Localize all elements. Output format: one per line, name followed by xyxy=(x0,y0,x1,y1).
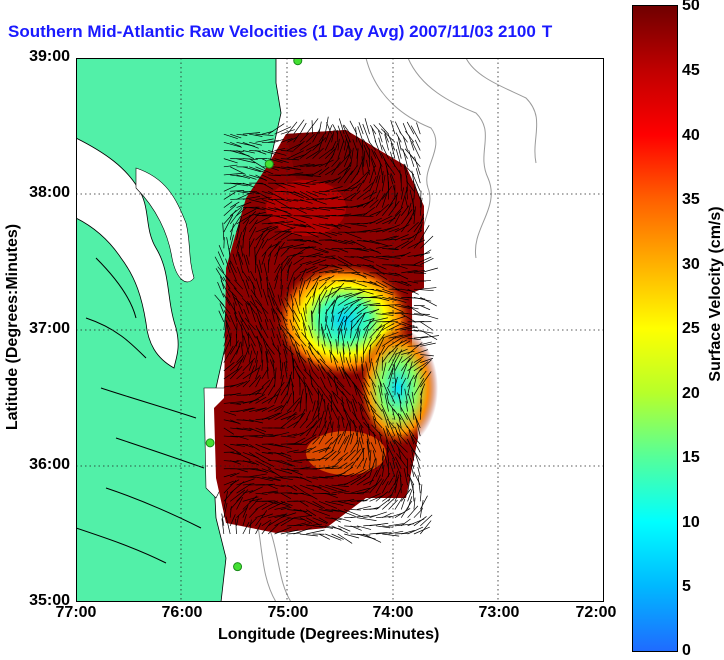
x-tick-label: 74:00 xyxy=(353,604,433,622)
colorbar-tick-label: 40 xyxy=(682,127,700,145)
colorbar xyxy=(632,5,678,652)
colorbar-tick-label: 10 xyxy=(682,514,700,532)
colorbar-tick-label: 15 xyxy=(682,449,700,467)
map-title: Southern Mid-Atlantic Raw Velocities (1 … xyxy=(8,22,558,42)
x-tick-label: 76:00 xyxy=(142,604,222,622)
x-tick-label: 73:00 xyxy=(459,604,539,622)
x-tick-label: 77:00 xyxy=(36,604,116,622)
colorbar-tick-label: 45 xyxy=(682,62,700,80)
colorbar-tick-label: 30 xyxy=(682,256,700,274)
hf-radar-station-marker xyxy=(294,58,302,65)
hf-radar-station-marker xyxy=(206,439,214,447)
velocity-map xyxy=(76,58,604,602)
map-title-suffix: T xyxy=(542,22,552,41)
colorbar-label: Surface Velocity (cm/s) xyxy=(707,189,724,399)
y-axis-label: Latitude (Degrees:Minutes) xyxy=(4,222,22,432)
x-axis-label: Longitude (Degrees:Minutes) xyxy=(218,626,439,644)
hf-radar-station-marker xyxy=(234,563,242,571)
colorbar-tick-label: 50 xyxy=(682,0,700,15)
colorbar-tick-label: 20 xyxy=(682,385,700,403)
y-tick-label: 38:00 xyxy=(2,184,70,202)
colorbar-tick-label: 0 xyxy=(682,642,691,660)
x-tick-label: 75:00 xyxy=(248,604,328,622)
colorbar-tick-label: 25 xyxy=(682,320,700,338)
hf-radar-station-marker xyxy=(265,160,273,168)
y-tick-label: 39:00 xyxy=(2,48,70,66)
colorbar-tick-label: 5 xyxy=(682,578,691,596)
y-tick-label: 36:00 xyxy=(2,456,70,474)
map-title-text: Southern Mid-Atlantic Raw Velocities (1 … xyxy=(8,22,536,41)
colorbar-tick-label: 35 xyxy=(682,191,700,209)
x-tick-label: 72:00 xyxy=(556,604,636,622)
